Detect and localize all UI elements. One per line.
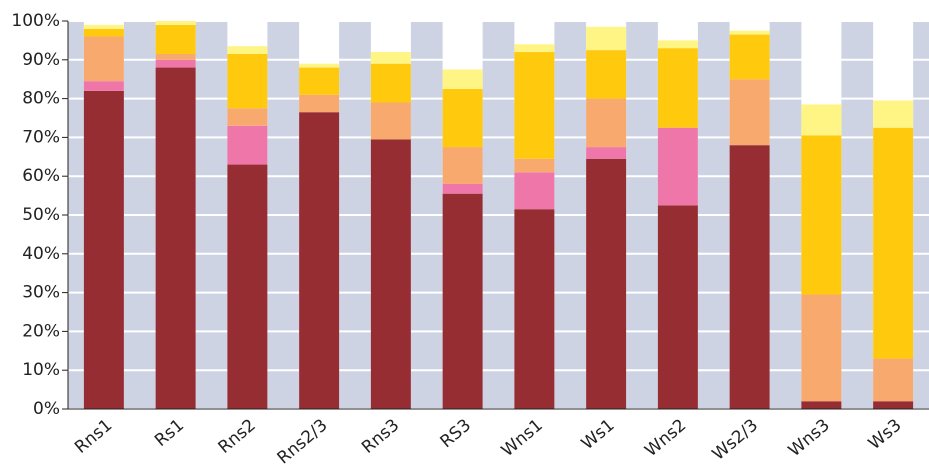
y-tick-label: 50% — [22, 205, 60, 225]
x-tick-label: Rns1 — [71, 415, 116, 457]
bar-segment — [873, 358, 914, 402]
bar-segment — [155, 59, 196, 68]
bar-segment — [657, 40, 698, 49]
bar-segment — [586, 98, 627, 148]
bar-segment — [227, 164, 268, 409]
bar-segment — [873, 401, 914, 409]
bar-segment — [514, 52, 555, 159]
bar-segment — [801, 401, 842, 409]
bar-segment — [370, 102, 411, 140]
bar-segment — [155, 24, 196, 54]
x-tick-label: Wns3 — [785, 415, 834, 461]
bar-segment — [299, 67, 340, 95]
bar-segment — [586, 50, 627, 99]
bar-segment — [227, 125, 268, 165]
x-tick-label: Ws3 — [865, 415, 906, 454]
bar-segment — [586, 158, 627, 409]
bar-segment — [873, 127, 914, 359]
bar-segment — [657, 48, 698, 128]
bar-segment — [83, 28, 124, 37]
bar-segment — [801, 104, 842, 136]
bar-segment — [442, 69, 483, 89]
y-tick-label: 90% — [22, 50, 60, 70]
x-tick-label: Ws2/3 — [709, 415, 762, 464]
bar-segment — [442, 193, 483, 409]
bar-segment — [442, 88, 483, 148]
bar-segment — [801, 294, 842, 402]
x-tick-label: Rs1 — [151, 415, 188, 451]
bar-segment — [873, 100, 914, 128]
bar-segment — [83, 36, 124, 82]
x-tick-label: Wns1 — [498, 415, 547, 461]
y-tick-label: 0% — [33, 399, 60, 419]
y-tick-label: 70% — [22, 127, 60, 147]
x-tick-label: Rns2/3 — [274, 415, 332, 467]
bar-segment — [299, 63, 340, 68]
bar-segment — [83, 81, 124, 91]
x-tick-label: Rns2 — [215, 415, 260, 457]
bar-segment — [442, 183, 483, 194]
bar-segment — [227, 46, 268, 54]
bar-segment — [514, 158, 555, 173]
bar-segment — [370, 139, 411, 409]
bar-segment — [83, 24, 124, 29]
bar-segment — [657, 205, 698, 409]
bar-segment — [370, 52, 411, 64]
x-tick-label: Ws1 — [578, 415, 619, 454]
bar-segment — [729, 145, 770, 409]
y-tick-label: 30% — [22, 283, 60, 303]
bar-segment — [155, 21, 196, 25]
bar-segment — [801, 135, 842, 295]
bar-segment — [155, 53, 196, 60]
y-tick-label: 60% — [22, 166, 60, 186]
bar-segment — [83, 90, 124, 409]
x-tick-label: Wns2 — [641, 415, 690, 461]
bar-segment — [155, 67, 196, 409]
bar-segment — [370, 63, 411, 103]
bar-segment — [514, 172, 555, 210]
y-tick-label: 40% — [22, 244, 60, 264]
bar-segment — [227, 53, 268, 109]
bar-segment — [299, 112, 340, 410]
bar-segment — [514, 44, 555, 53]
y-tick-label: 20% — [22, 321, 60, 341]
x-tick-label: Rns3 — [358, 415, 403, 457]
bar-segment — [586, 26, 627, 51]
bar-segment — [514, 209, 555, 409]
bar-segment — [442, 147, 483, 184]
x-tick-label: RS3 — [437, 415, 475, 452]
y-tick-label: 80% — [22, 89, 60, 109]
y-tick-label: 10% — [22, 360, 60, 380]
bar-segment — [729, 79, 770, 146]
bar-segment — [299, 94, 340, 113]
bar-segment — [586, 147, 627, 159]
y-tick-label: 100% — [11, 11, 60, 31]
bar-segment — [227, 108, 268, 126]
bar-segment — [657, 127, 698, 206]
bar-segment — [729, 34, 770, 80]
bar-segment — [729, 30, 770, 35]
